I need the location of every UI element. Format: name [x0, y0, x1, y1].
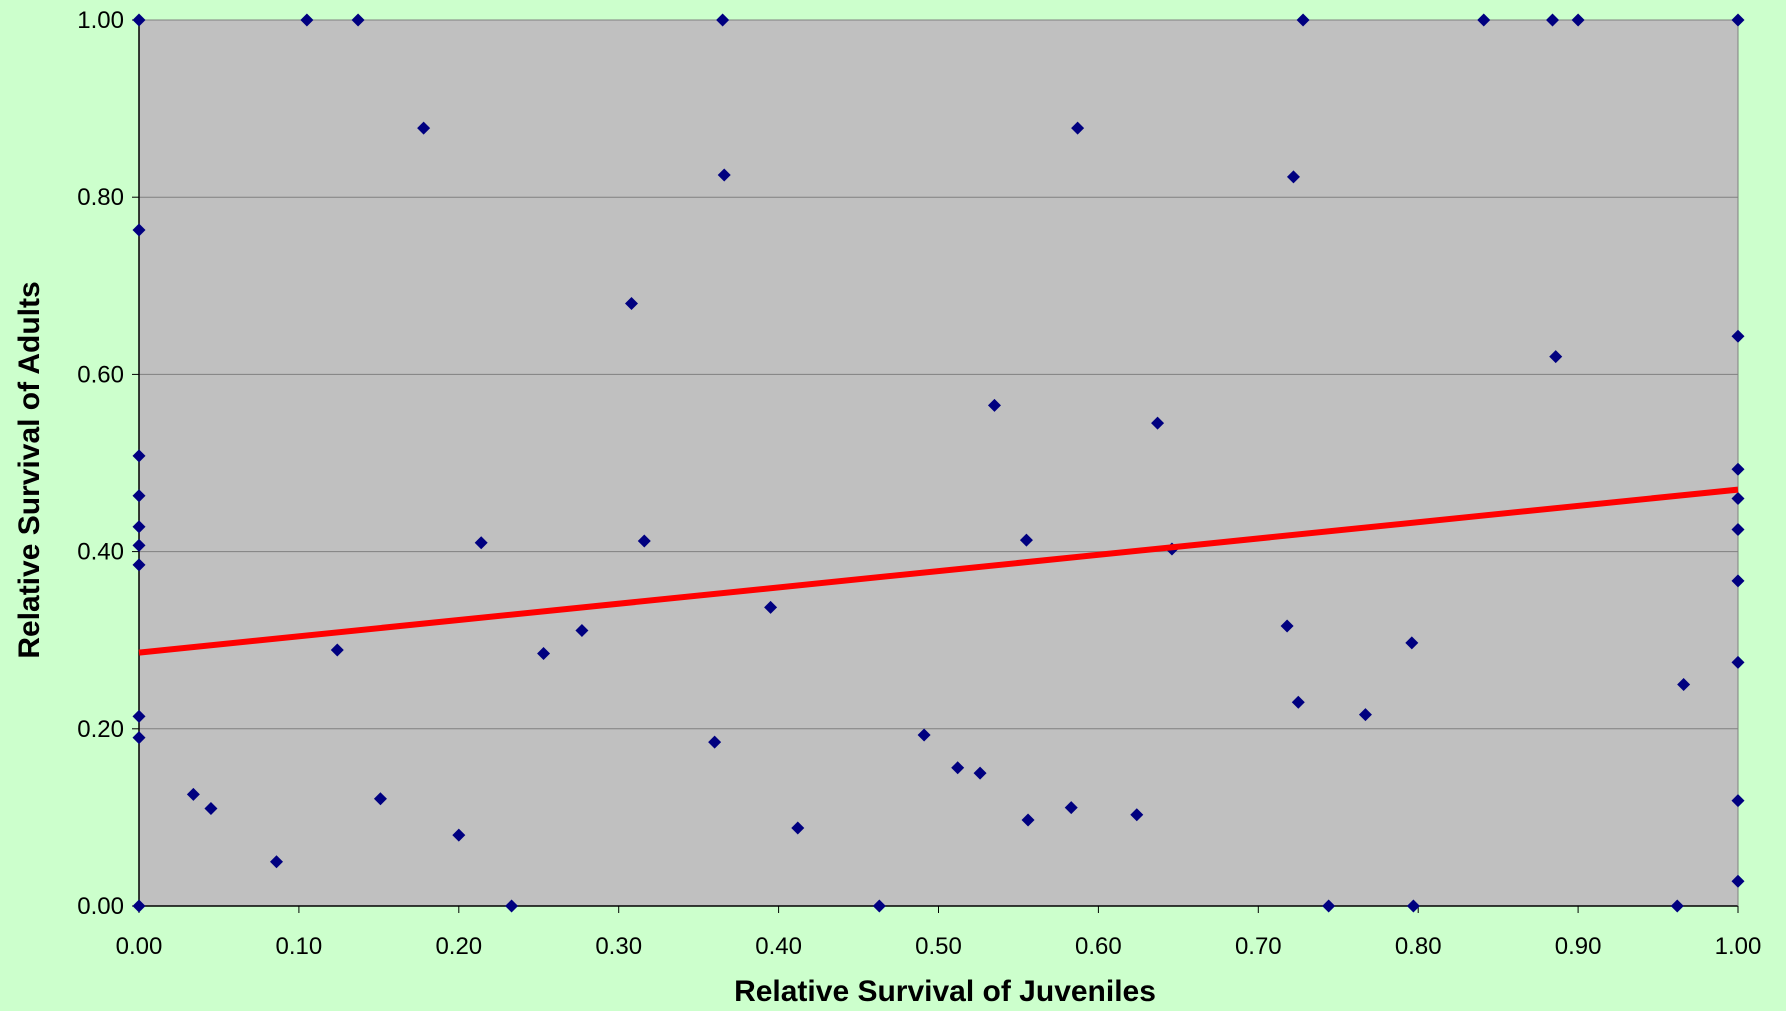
y-axis-title: Relative Survival of Adults	[13, 281, 46, 658]
y-tick-label: 0.20	[77, 716, 124, 743]
data-point	[1406, 899, 1420, 913]
plot-area	[139, 20, 1738, 906]
data-point	[351, 13, 365, 27]
data-point	[1731, 574, 1745, 588]
data-point	[132, 520, 146, 534]
data-point	[132, 731, 146, 745]
data-point	[1405, 636, 1419, 650]
data-point	[270, 855, 284, 869]
x-tick-label: 0.50	[915, 933, 962, 960]
data-point	[186, 787, 200, 801]
x-tick-label: 0.70	[1235, 933, 1282, 960]
data-point	[204, 802, 218, 816]
data-point	[132, 449, 146, 463]
data-point	[132, 538, 146, 552]
data-point	[1151, 416, 1165, 430]
data-point	[1291, 695, 1305, 709]
data-point	[373, 792, 387, 806]
data-point	[1358, 708, 1372, 722]
data-point	[132, 558, 146, 572]
x-tick-label: 0.90	[1555, 933, 1602, 960]
data-point	[1019, 533, 1033, 547]
data-point	[1064, 801, 1078, 815]
data-point	[537, 646, 551, 660]
data-point	[132, 899, 146, 913]
trendline-layer	[138, 486, 1739, 656]
data-point	[452, 828, 466, 842]
data-point	[717, 168, 731, 182]
data-point	[716, 13, 730, 27]
data-point	[1731, 522, 1745, 536]
data-point	[474, 536, 488, 550]
tick-labels: 0.00 0.20 0.40 0.60 0.80 1.00 0.00 0.10 0.20 0.30…	[77, 7, 1761, 960]
data-point	[764, 600, 778, 614]
x-tick-label: 0.40	[755, 933, 802, 960]
data-point	[1280, 619, 1294, 633]
data-point	[1286, 170, 1300, 184]
data-point	[1071, 121, 1085, 135]
y-tick-label: 0.80	[77, 184, 124, 211]
data-point	[132, 489, 146, 503]
trendline	[138, 486, 1739, 656]
data-point	[1021, 813, 1035, 827]
data-point	[132, 223, 146, 237]
data-point	[1731, 13, 1745, 27]
data-point	[973, 766, 987, 780]
data-point	[1677, 678, 1691, 691]
data-point	[1322, 899, 1336, 913]
data-point	[1731, 329, 1745, 343]
data-point	[987, 398, 1001, 412]
x-axis-title: Relative Survival of Juveniles	[734, 975, 1156, 1008]
x-tick-label: 0.30	[595, 933, 642, 960]
data-point	[917, 728, 931, 742]
data-point	[1546, 13, 1560, 27]
data-point	[951, 761, 965, 775]
data-point	[575, 623, 589, 637]
data-point	[1571, 13, 1585, 27]
data-point	[132, 13, 146, 27]
data-point	[505, 899, 519, 913]
data-point	[132, 709, 146, 723]
x-tick-label: 1.00	[1715, 933, 1762, 960]
x-tick-label: 0.00	[116, 933, 163, 960]
y-tick-label: 1.00	[77, 7, 124, 34]
data-point	[300, 13, 314, 27]
x-tick-label: 0.20	[435, 933, 482, 960]
data-point	[1731, 462, 1745, 476]
data-point	[637, 534, 651, 548]
y-tick-label: 0.40	[77, 539, 124, 566]
data-point	[1670, 899, 1684, 913]
data-point	[872, 899, 886, 913]
data-point	[624, 297, 638, 311]
y-tick-label: 0.00	[77, 893, 124, 920]
y-tick-label: 0.60	[77, 361, 124, 388]
data-point	[1549, 350, 1563, 364]
data-point	[1731, 874, 1745, 888]
data-point	[1296, 13, 1310, 27]
data-point	[708, 735, 722, 749]
x-tick-label: 0.80	[1395, 933, 1442, 960]
data-point	[1731, 794, 1745, 808]
x-tick-label: 0.60	[1075, 933, 1122, 960]
data-point	[330, 643, 344, 657]
data-point	[1130, 808, 1144, 822]
data-point	[1731, 491, 1745, 505]
data-point	[417, 121, 431, 135]
data-point	[791, 821, 805, 835]
x-tick-label: 0.10	[276, 933, 323, 960]
data-point	[1477, 13, 1491, 27]
data-point	[1731, 655, 1745, 669]
data-points	[132, 13, 1745, 913]
